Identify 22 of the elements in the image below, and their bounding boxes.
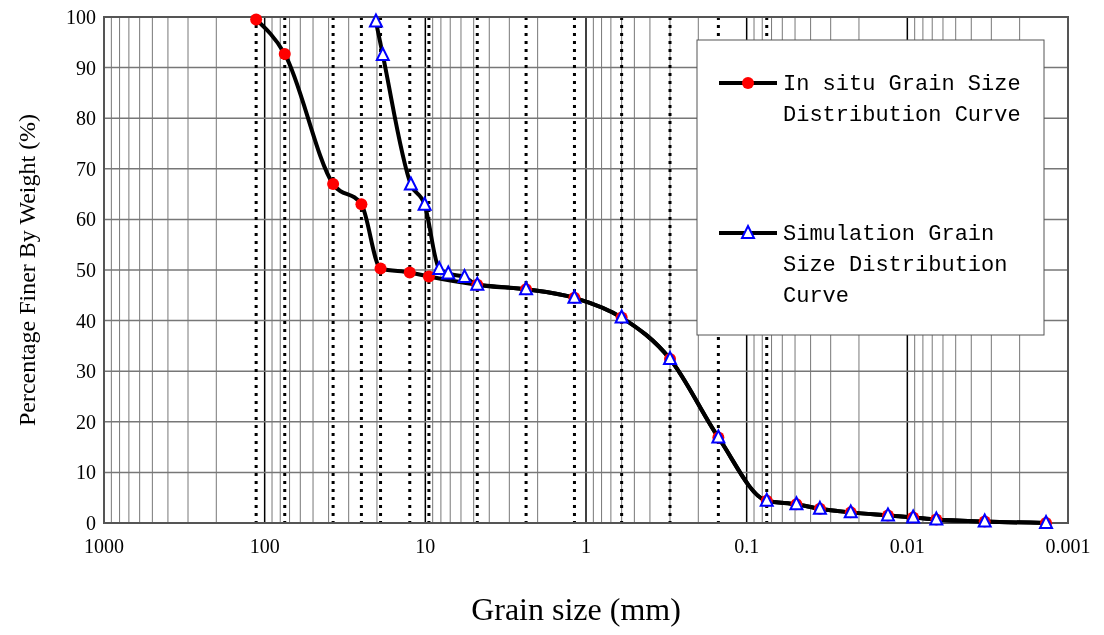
y-tick-label: 30 [76, 360, 96, 383]
y-tick-label: 80 [76, 107, 96, 130]
y-tick-label: 10 [76, 461, 96, 484]
y-tick-label: 60 [76, 208, 96, 231]
y-tick-label: 70 [76, 157, 96, 180]
legend-label: In situ Grain Size Distribution Curve [783, 72, 1021, 128]
y-tick-label: 50 [76, 259, 96, 281]
y-tick-label: 40 [76, 309, 96, 332]
x-tick-label: 100 [249, 535, 280, 557]
y-tick-label: 100 [66, 6, 96, 28]
x-tick-label: 0.001 [1045, 535, 1091, 557]
x-tick-label: 1 [581, 535, 591, 557]
y-tick-label: 90 [76, 56, 96, 79]
x-axis-title: Grain size (mm) [471, 591, 681, 627]
y-axis-title: Percentage Finer By Weight (%) [14, 113, 40, 427]
x-tick-label: 0.01 [889, 535, 925, 557]
legend-label: Simulation Grain Size Distribution Curve [783, 222, 1008, 309]
y-tick-label: 0 [86, 512, 96, 534]
x-tick-label: 1000 [84, 535, 124, 557]
y-tick-label: 20 [76, 410, 96, 433]
x-tick-label: 10 [415, 535, 436, 557]
x-tick-label: 0.1 [734, 535, 760, 557]
